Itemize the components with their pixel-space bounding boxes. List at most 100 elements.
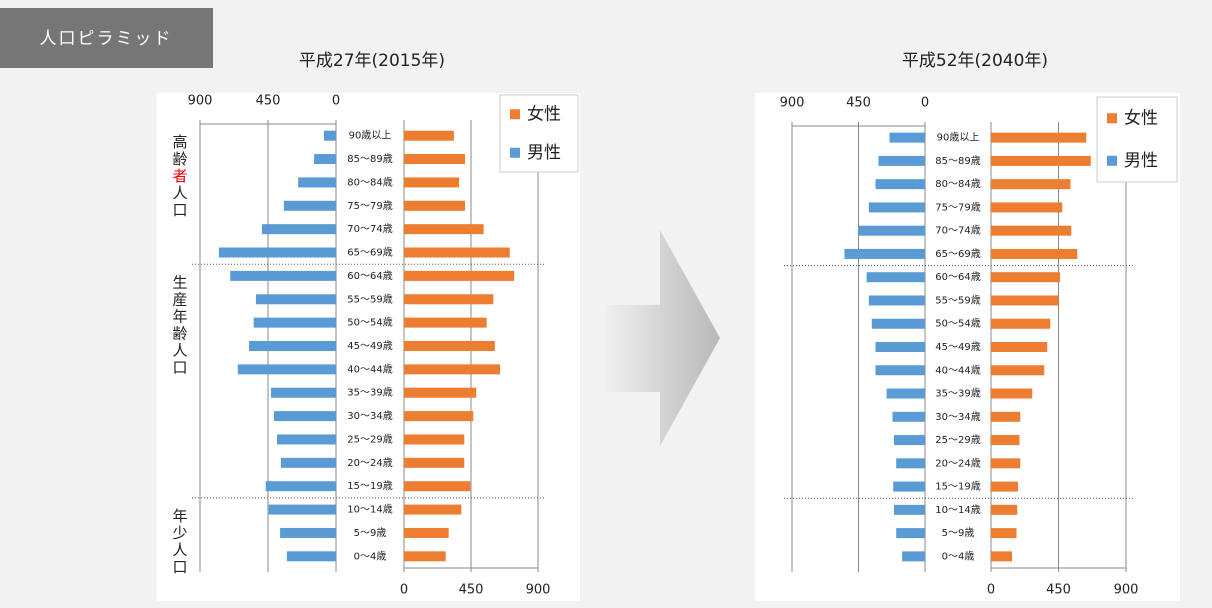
bar: [249, 341, 336, 351]
bar: [404, 130, 454, 141]
category-label: 55～59歳: [935, 294, 980, 306]
bar: [404, 527, 449, 538]
bar: [991, 295, 1059, 306]
category-label: 20～24歳: [347, 457, 392, 469]
category-label: 35～39歳: [347, 387, 392, 399]
bar: [404, 294, 494, 305]
bar: [280, 527, 336, 538]
bar: [218, 247, 336, 258]
bar: [991, 551, 1012, 562]
legend-swatch: [1107, 113, 1117, 124]
bar: [866, 272, 925, 283]
bar: [237, 364, 336, 375]
bar: [404, 387, 477, 398]
bar: [893, 435, 925, 446]
category-label: 20～24歳: [935, 457, 980, 469]
group-label: 生産年齢人口: [171, 274, 189, 376]
bar: [991, 342, 1048, 352]
category-label: 5～9歳: [354, 527, 387, 539]
bar: [991, 481, 1018, 492]
bar: [991, 411, 1021, 422]
bar: [404, 154, 466, 165]
bar: [404, 341, 495, 351]
category-label: 45～49歳: [347, 340, 392, 352]
bar: [298, 177, 336, 188]
x-tick-label: 0: [987, 583, 995, 598]
bar: [255, 294, 336, 305]
category-label: 85～89歳: [935, 155, 980, 167]
chart-title: 平成52年(2040年): [902, 51, 1048, 71]
bar: [230, 270, 336, 281]
category-label: 15～19歳: [935, 481, 980, 493]
bar: [875, 365, 925, 376]
x-tick-label: 450: [1046, 583, 1071, 598]
x-tick-label: 900: [780, 96, 805, 111]
bar: [991, 318, 1051, 329]
legend-label: 女性: [527, 104, 561, 124]
bar: [991, 179, 1071, 190]
bar: [875, 342, 925, 352]
category-label: 5～9歳: [942, 527, 975, 539]
category-label: 40～44歳: [347, 363, 392, 375]
bar: [404, 457, 465, 468]
category-label: 80～84歳: [935, 178, 980, 190]
bar: [991, 132, 1087, 143]
bar: [896, 458, 925, 469]
bar: [991, 365, 1045, 376]
legend-label: 男性: [527, 143, 561, 163]
category-label: 50～54歳: [347, 317, 392, 329]
bar: [280, 457, 336, 468]
bar: [404, 247, 510, 258]
bar: [991, 435, 1020, 446]
category-label: 25～29歳: [935, 434, 980, 446]
bar: [844, 248, 925, 259]
bar: [991, 458, 1021, 469]
category-label: 70～74歳: [347, 223, 392, 235]
legend-label: 女性: [1124, 108, 1158, 128]
legend-box: [1096, 96, 1178, 183]
bar: [271, 387, 336, 398]
legend-swatch: [1107, 155, 1117, 166]
bar: [261, 224, 336, 235]
x-tick-label: 900: [188, 94, 213, 109]
badge-bg: [0, 8, 213, 68]
legend-label: 男性: [1124, 151, 1158, 171]
bar: [404, 504, 462, 515]
category-label: 75～79歳: [935, 201, 980, 213]
x-tick-label: 450: [459, 583, 484, 598]
category-label: 65～69歳: [347, 247, 392, 259]
category-label: 10～14歳: [347, 504, 392, 516]
bar: [404, 434, 465, 445]
category-label: 70～74歳: [935, 225, 980, 237]
legend-swatch: [510, 147, 520, 158]
category-label: 55～59歳: [347, 293, 392, 305]
category-label: 30～34歳: [347, 410, 392, 422]
bar: [274, 411, 336, 422]
category-label: 50～54歳: [935, 318, 980, 330]
bar: [889, 132, 925, 143]
bar: [404, 411, 474, 422]
bar: [323, 130, 336, 141]
bar: [871, 318, 925, 329]
legend-box: [499, 94, 579, 173]
bar: [404, 481, 471, 492]
x-tick-label: 0: [332, 94, 340, 109]
category-label: 0～4歳: [942, 550, 975, 562]
chart-title: 平成27年(2015年): [299, 51, 445, 71]
x-tick-label: 0: [921, 96, 929, 111]
bar: [878, 155, 925, 166]
bar: [404, 551, 446, 562]
bar: [404, 270, 515, 281]
category-label: 85～89歳: [347, 153, 392, 165]
x-tick-label: 450: [256, 94, 281, 109]
bar: [404, 224, 484, 235]
bar: [404, 317, 487, 328]
bar: [286, 551, 336, 562]
category-label: 45～49歳: [935, 341, 980, 353]
category-label: 35～39歳: [935, 388, 980, 400]
category-label: 90歳以上: [937, 132, 980, 144]
bar: [858, 225, 925, 236]
category-label: 40～44歳: [935, 364, 980, 376]
category-label: 60～64歳: [347, 270, 392, 282]
